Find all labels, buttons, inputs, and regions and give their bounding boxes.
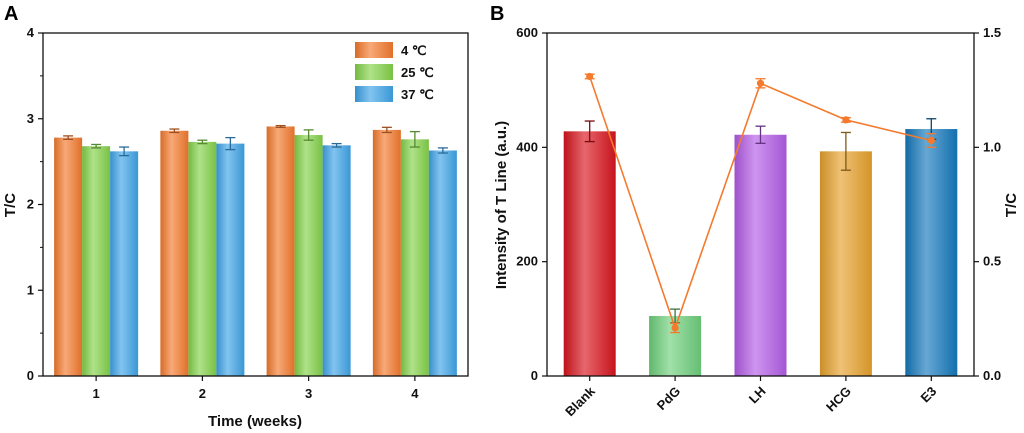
xtick-label-b-4: E3 (918, 384, 940, 406)
panel-b-label: B (490, 3, 504, 25)
bar-a-s1-c3 (400, 139, 429, 376)
xtick-label-a-1: 2 (199, 386, 206, 401)
legend-a-label-1: 25 ℃ (401, 65, 434, 80)
legend-a-swatch-1 (355, 64, 393, 80)
ytick-label-b-2: 400 (516, 139, 538, 154)
bar-b-0 (563, 131, 616, 376)
errorbar-a-s1-c1 (197, 139, 208, 145)
errorbar-b-3 (840, 131, 851, 171)
chart-b-ylabel: Intensity of T Line (a.u.) (493, 121, 510, 289)
point-b-tc-4 (927, 136, 935, 145)
legend-a-swatch-2 (355, 86, 393, 102)
errorbar-a-s0-c1 (169, 128, 180, 134)
chart-a-ylabel: T/C (2, 193, 19, 217)
bar-a-s0-c3 (372, 129, 401, 376)
errorbar-b-2 (755, 125, 766, 144)
xtick-label-a-0: 1 (93, 386, 100, 401)
errorbar-a-s1-c2 (303, 129, 314, 141)
bar-a-s0-c0 (54, 137, 83, 376)
legend-a-label-0: 4 ℃ (401, 43, 426, 58)
ytick-label-a-0: 0 (27, 368, 34, 383)
chart-b: Blank PdG LH HCG E3 0 200 400 600 0.0 0.5 1.0 1.5 In… (493, 25, 1020, 419)
y2tick-label-b-0: 0.0 (983, 368, 1001, 383)
y2tick-label-b-3: 1.5 (983, 25, 1001, 40)
chart-a: 1 2 3 4 0 1 2 3 4 Time (weeks) T/C 4 ℃ 25 ℃ 37 ℃ (2, 25, 469, 430)
bar-a-s2-c0 (110, 151, 139, 376)
chart-b-y2label: T/C (1003, 193, 1020, 217)
errorbar-a-s2-c1 (225, 136, 236, 151)
xtick-label-b-3: HCG (823, 384, 854, 415)
errorbar-a-s0-c0 (63, 135, 74, 140)
errorbar-a-s2-c3 (437, 147, 448, 154)
errorbar-b-0 (584, 120, 595, 143)
point-b-tc-0 (586, 72, 594, 81)
bar-a-s2-c1 (216, 143, 245, 376)
errorbar-a-s2-c2 (331, 142, 342, 148)
point-b-tc-2 (756, 79, 765, 87)
xtick-label-b-1: PdG (654, 384, 684, 414)
point-b-tc-1 (671, 324, 679, 332)
ytick-label-a-4: 4 (27, 25, 35, 40)
bar-b-2 (734, 134, 787, 376)
xtick-label-b-2: LH (746, 384, 769, 407)
y2tick-label-b-2: 1.0 (983, 139, 1001, 154)
bar-a-s0-c1 (160, 130, 189, 376)
bar-a-s1-c1 (188, 141, 217, 376)
ytick-label-a-2: 2 (27, 197, 34, 212)
errorbar-a-s0-c2 (275, 124, 286, 128)
errorbar-a-s2-c0 (119, 146, 130, 157)
ytick-label-b-0: 0 (531, 368, 538, 383)
legend-a-swatch-0 (355, 42, 393, 58)
ytick-label-b-1: 200 (516, 254, 538, 269)
bar-a-s2-c3 (428, 150, 457, 376)
bar-b-4 (905, 129, 958, 376)
bar-a-s0-c2 (266, 126, 295, 376)
bar-a-s1-c2 (294, 135, 323, 376)
bar-a-s1-c0 (82, 146, 111, 376)
legend-a-label-2: 37 ℃ (401, 87, 434, 102)
ytick-label-a-3: 3 (27, 111, 34, 126)
y2tick-label-b-1: 0.5 (983, 254, 1001, 269)
panel-a-label: A (4, 3, 18, 25)
point-b-tc-3 (842, 116, 850, 124)
chart-a-xlabel: Time (weeks) (208, 413, 302, 430)
xtick-label-a-3: 4 (411, 386, 419, 401)
chart-a-legend: 4 ℃ 25 ℃ 37 ℃ (355, 42, 434, 102)
errorbar-a-s0-c3 (381, 126, 392, 134)
xtick-label-a-2: 3 (305, 386, 312, 401)
errorbar-a-s1-c3 (409, 130, 420, 148)
ytick-label-a-1: 1 (27, 282, 34, 297)
errorbar-a-s1-c0 (91, 143, 102, 149)
bar-b-3 (819, 151, 872, 376)
ytick-label-b-3: 600 (516, 25, 538, 40)
xtick-label-b-0: Blank (562, 383, 598, 419)
bar-a-s2-c2 (322, 145, 351, 376)
